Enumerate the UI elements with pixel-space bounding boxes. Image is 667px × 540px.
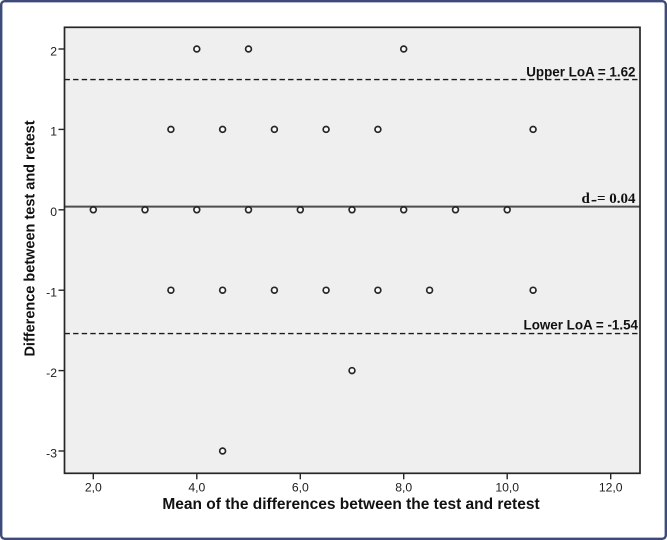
- svg-text:-3: -3: [46, 446, 57, 460]
- svg-text:Mean of the differences betwee: Mean of the differences between the test…: [162, 496, 539, 513]
- svg-text:-2: -2: [46, 366, 57, 380]
- svg-text:1: 1: [50, 125, 57, 139]
- svg-text:12,0: 12,0: [599, 481, 623, 495]
- svg-text:-1: -1: [46, 286, 57, 300]
- svg-text:Lower LoA = -1.54: Lower LoA = -1.54: [524, 318, 639, 333]
- svg-text:Upper LoA = 1.62: Upper LoA = 1.62: [526, 64, 635, 79]
- svg-text:2: 2: [50, 44, 57, 58]
- svg-text:Difference between test and re: Difference between test and retest: [23, 120, 39, 356]
- svg-text:2,0: 2,0: [85, 481, 102, 495]
- svg-text:6,0: 6,0: [292, 481, 309, 495]
- svg-text:4,0: 4,0: [188, 481, 205, 495]
- svg-text:8,0: 8,0: [395, 481, 412, 495]
- svg-text:d: d: [582, 191, 591, 207]
- svg-text:10,0: 10,0: [495, 481, 519, 495]
- svg-text:= 0.04: = 0.04: [597, 191, 636, 207]
- svg-text:0: 0: [50, 205, 57, 219]
